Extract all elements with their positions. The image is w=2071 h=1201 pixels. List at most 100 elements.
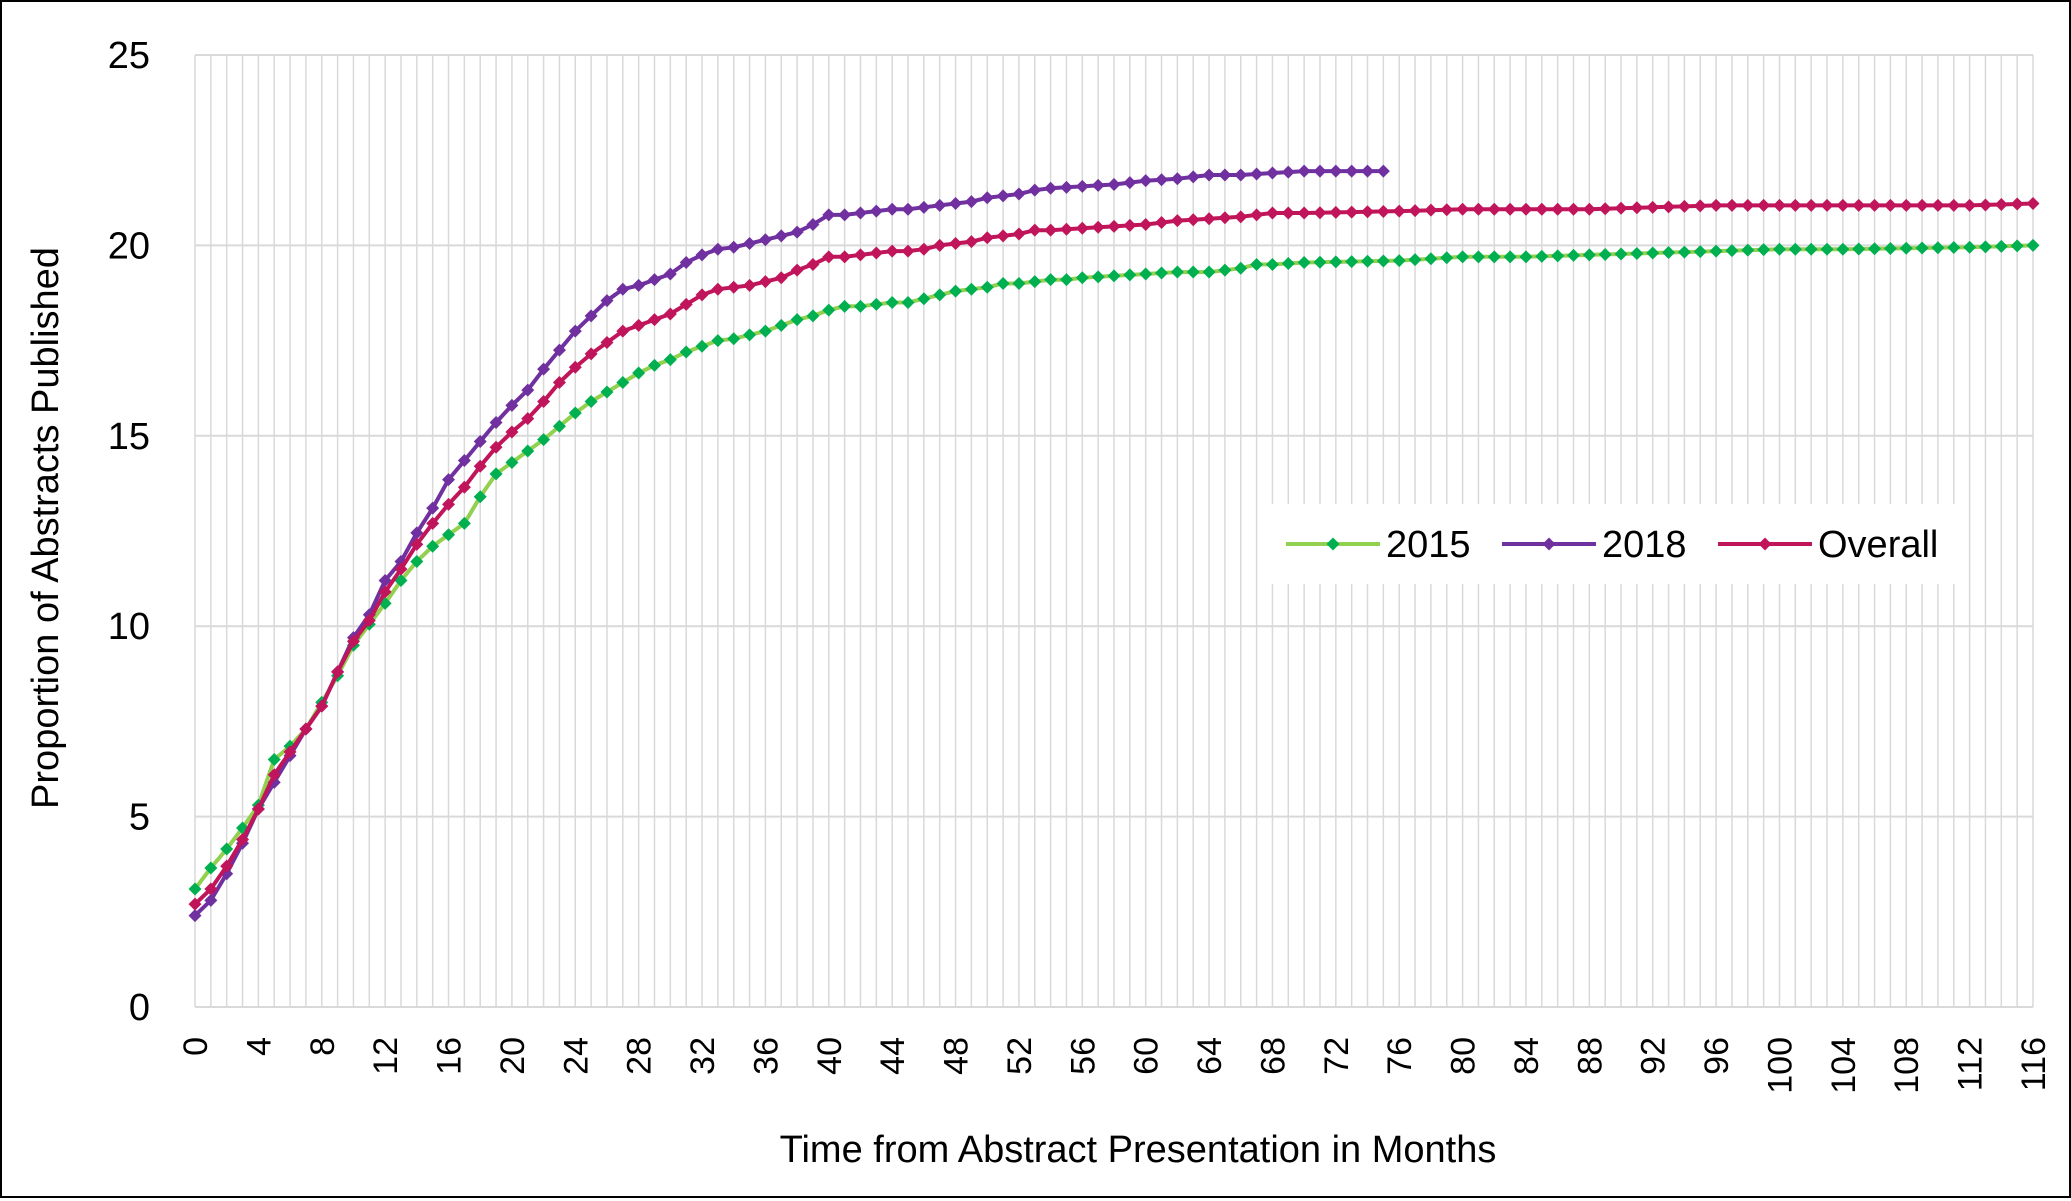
data-point <box>410 554 424 568</box>
data-point <box>743 236 757 250</box>
data-point <box>489 467 503 481</box>
data-point <box>600 336 614 350</box>
data-point <box>442 528 456 542</box>
data-point <box>1107 219 1121 233</box>
data-point <box>648 273 661 287</box>
data-point <box>1852 198 1866 212</box>
data-point <box>1598 247 1612 261</box>
data-point <box>1503 250 1517 264</box>
data-point <box>1709 198 1723 212</box>
y-tick-label: 25 <box>108 35 150 77</box>
data-point <box>1677 245 1691 259</box>
data-point <box>1075 221 1089 235</box>
legend-marker <box>1326 537 1340 551</box>
data-point <box>1567 202 1580 216</box>
data-point <box>489 440 503 454</box>
data-point <box>964 235 978 249</box>
data-point <box>378 585 392 599</box>
data-point <box>204 861 218 875</box>
data-point <box>410 537 424 551</box>
data-point <box>505 398 519 412</box>
data-point <box>315 699 329 713</box>
data-point <box>1836 242 1850 256</box>
data-point <box>1662 246 1676 260</box>
data-point <box>1028 223 1042 237</box>
data-point <box>917 200 931 214</box>
data-point <box>1281 256 1295 270</box>
data-point <box>1202 212 1216 226</box>
data-point <box>600 294 614 308</box>
data-point <box>838 250 852 264</box>
data-point <box>1218 263 1232 277</box>
x-tick-label: 4 <box>240 1037 278 1056</box>
data-point <box>1392 204 1406 218</box>
data-point <box>1994 239 2008 253</box>
data-point <box>1361 164 1375 178</box>
data-point <box>853 248 867 262</box>
data-point <box>711 282 725 296</box>
data-point <box>1123 176 1137 190</box>
data-point <box>1297 206 1311 220</box>
data-point <box>1044 223 1058 237</box>
data-point <box>188 897 202 911</box>
legend-entry: 2018 <box>1502 524 1687 566</box>
x-tick-label: 72 <box>1318 1037 1356 1075</box>
data-point <box>1852 242 1866 256</box>
data-point <box>204 893 218 907</box>
data-point <box>806 309 820 323</box>
data-point <box>727 280 741 294</box>
x-tick-label: 32 <box>684 1037 722 1075</box>
data-point <box>806 217 820 231</box>
y-tick-label: 0 <box>129 987 150 1029</box>
data-point <box>1725 244 1739 258</box>
data-point <box>1424 252 1438 266</box>
data-point <box>901 244 915 258</box>
data-point <box>552 343 566 357</box>
data-point <box>949 284 963 298</box>
data-point <box>552 375 566 389</box>
x-tick-label: 80 <box>1445 1037 1483 1075</box>
series-2015 <box>188 238 2040 896</box>
data-point <box>616 282 630 296</box>
data-point <box>489 415 503 429</box>
data-point <box>1218 168 1232 182</box>
data-point <box>1361 254 1375 268</box>
y-tick-label: 5 <box>129 797 150 839</box>
data-point <box>632 318 646 332</box>
data-point <box>1582 202 1596 216</box>
data-point <box>648 313 661 327</box>
data-point <box>457 516 471 530</box>
data-point <box>442 473 456 487</box>
data-point <box>917 292 931 306</box>
data-point <box>1868 198 1882 212</box>
data-point <box>1265 206 1279 220</box>
data-point <box>727 332 741 346</box>
data-point <box>1044 181 1058 195</box>
data-point <box>1234 210 1248 224</box>
data-point <box>1963 240 1977 254</box>
series-2018 <box>188 164 1390 923</box>
data-point <box>1535 249 1549 263</box>
x-tick-label: 68 <box>1254 1037 1292 1075</box>
data-point <box>1170 214 1184 228</box>
data-point <box>885 202 899 216</box>
data-point <box>600 385 614 399</box>
data-point <box>774 318 788 332</box>
data-point <box>1329 255 1343 269</box>
data-point <box>1820 198 1834 212</box>
data-point <box>743 278 757 292</box>
data-point <box>1487 202 1501 216</box>
data-point <box>473 490 487 504</box>
data-point <box>505 455 519 469</box>
data-point <box>2010 197 2024 211</box>
data-point <box>426 501 440 515</box>
data-point <box>584 309 598 323</box>
data-point <box>822 250 836 264</box>
data-point <box>1250 208 1264 222</box>
data-point <box>1519 250 1533 264</box>
x-tick-label: 60 <box>1128 1037 1166 1075</box>
data-point <box>1170 265 1184 279</box>
data-point <box>1376 254 1390 268</box>
data-point <box>663 353 677 367</box>
